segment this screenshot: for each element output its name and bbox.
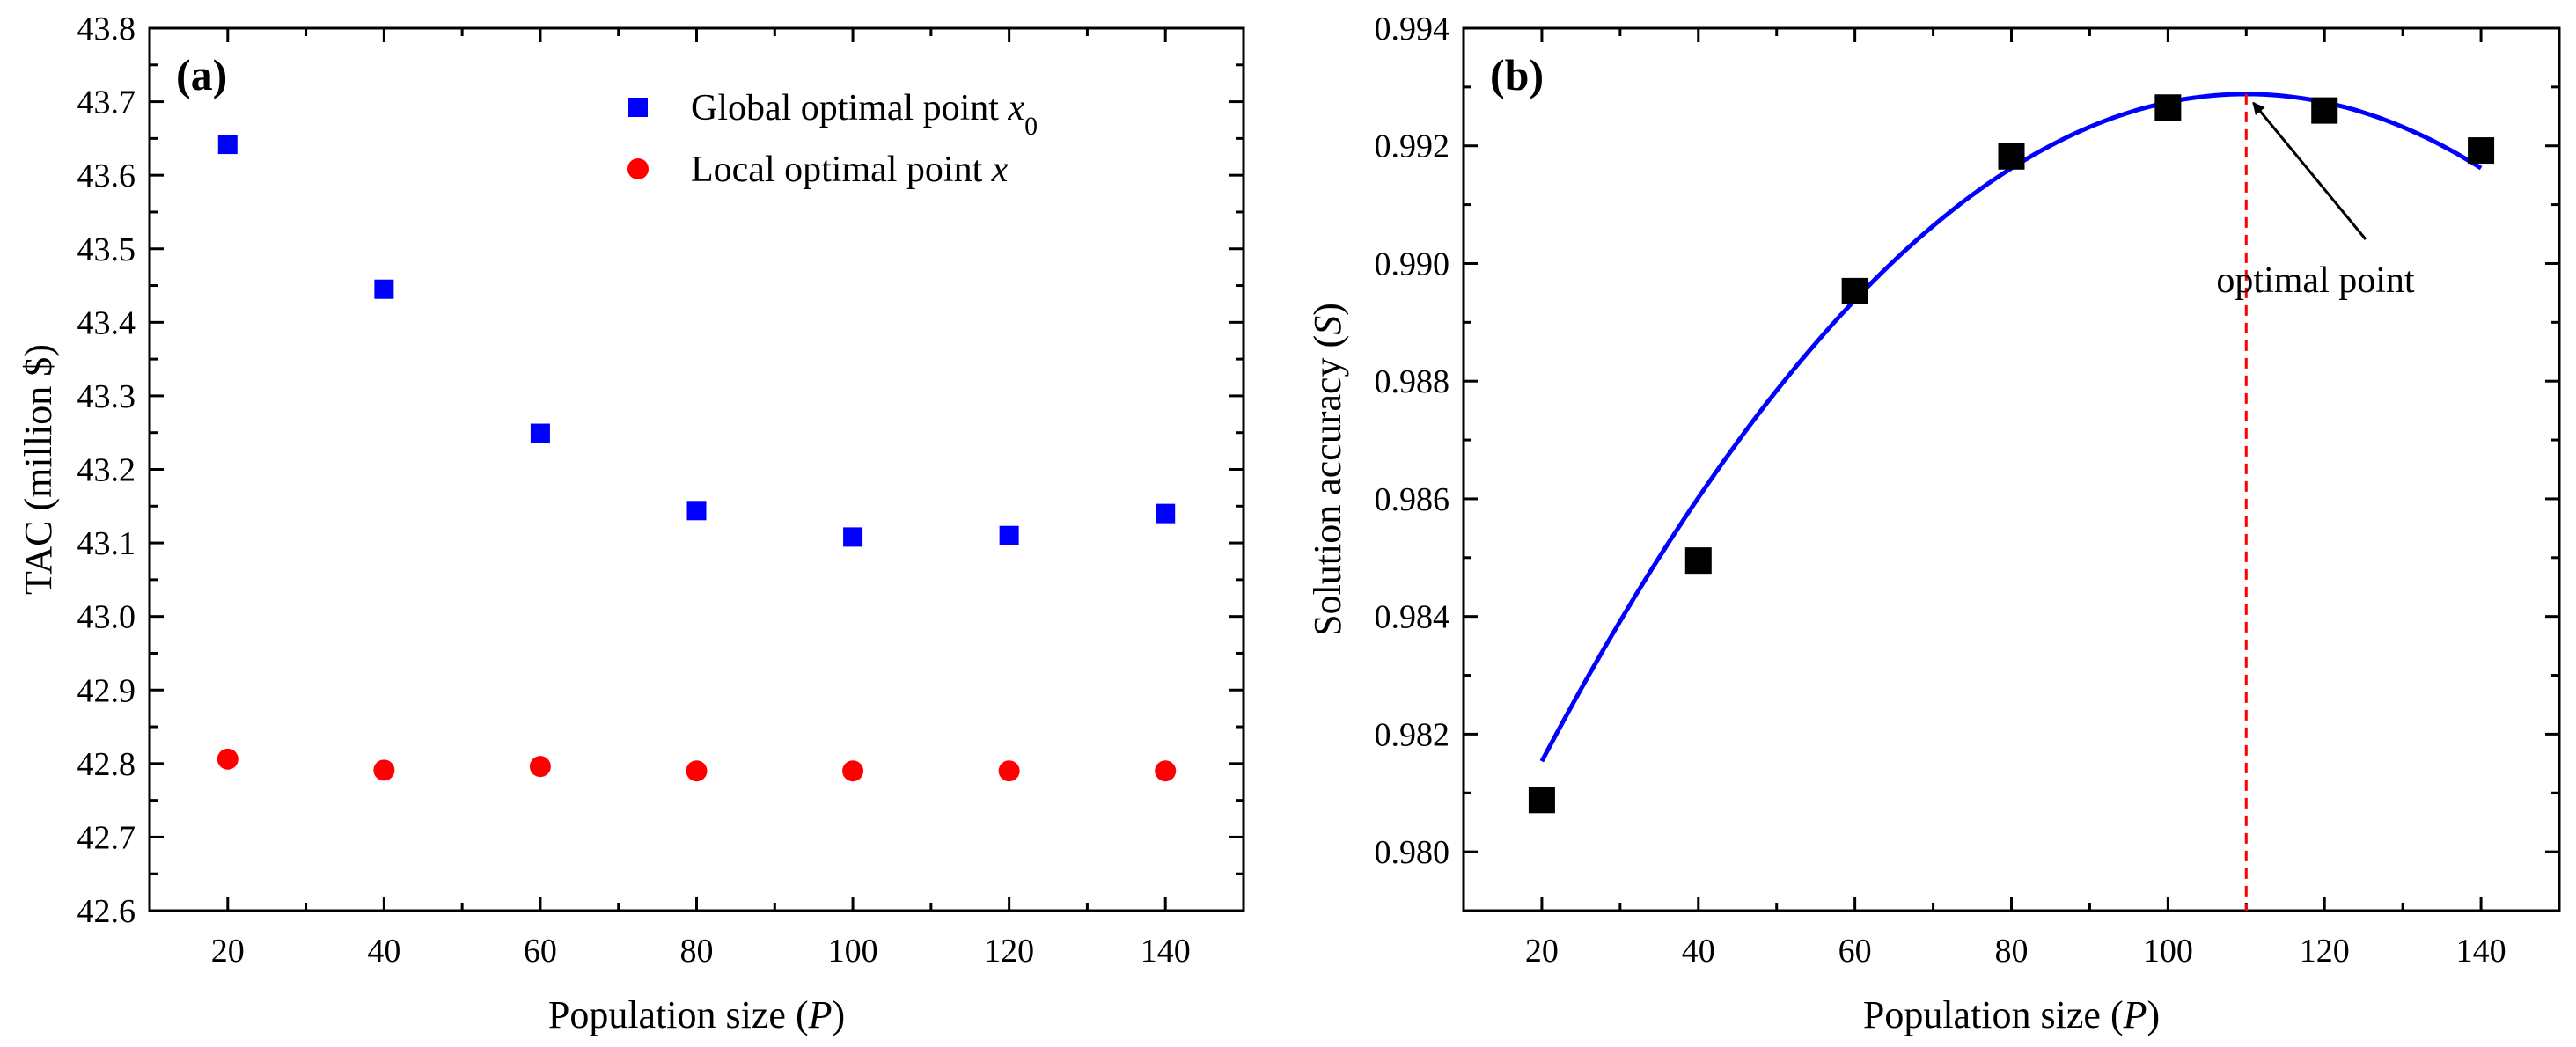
x-tick-label: 120 (2300, 933, 2350, 970)
data-point-square (217, 135, 238, 155)
y-tick-label: 43.6 (77, 157, 136, 194)
data-point-square (1156, 503, 1176, 524)
legend-entry-label: Global optimal point x0 (691, 88, 1038, 141)
y-tick-label: 43.3 (77, 378, 136, 415)
data-point-square (843, 527, 863, 547)
x-tick-label: 20 (1525, 933, 1559, 970)
y-tick-label: 43.7 (77, 84, 136, 121)
data-point-circle (998, 760, 1020, 782)
panel-label: (b) (1490, 50, 1544, 99)
data-point-circle (217, 748, 239, 770)
y-tick-label: 42.8 (77, 746, 136, 783)
x-tick-label: 140 (1141, 933, 1191, 970)
y-tick-label: 43.0 (77, 599, 136, 636)
annotation-text: optimal point (2216, 260, 2414, 301)
y-tick-label: 0.980 (1375, 834, 1450, 871)
data-point-square (2154, 94, 2182, 121)
y-tick-label: 43.5 (77, 231, 136, 268)
y-tick-label: 43.4 (77, 304, 136, 341)
data-point-square (374, 279, 394, 299)
data-point-square (1841, 277, 1868, 304)
y-tick-label: 43.8 (77, 11, 136, 48)
x-tick-label: 40 (367, 933, 400, 970)
data-point-circle (1155, 760, 1177, 782)
legend-entry-label: Local optimal point x (691, 150, 1009, 190)
y-tick-label: 43.1 (77, 525, 136, 562)
data-point-square (2468, 137, 2495, 165)
x-tick-label: 120 (984, 933, 1034, 970)
chart-panel-a: 20 40 60 80 100 120 140 42.6 42.7 42.8 42.9 43.0 43.… (17, 11, 1245, 1036)
x-tick-label: 100 (828, 933, 878, 970)
panel-label: (a) (176, 50, 227, 99)
fit-curve (1539, 92, 2483, 763)
data-point-square (686, 501, 707, 521)
y-tick-label: 0.984 (1375, 599, 1450, 636)
y-tick-label: 42.9 (77, 672, 136, 709)
x-tick-label: 80 (1995, 933, 2029, 970)
data-point-square (999, 525, 1019, 545)
legend-marker-square (628, 98, 648, 117)
x-tick-label: 60 (1838, 933, 1872, 970)
data-point-circle (529, 756, 551, 778)
y-tick-label: 0.994 (1375, 11, 1450, 48)
x-axis-label: Population size (P) (548, 993, 845, 1036)
data-point-square (1528, 787, 1555, 814)
y-tick-label: 43.2 (77, 452, 136, 489)
x-tick-label: 60 (524, 933, 557, 970)
x-tick-label: 40 (1682, 933, 1715, 970)
data-point-circle (373, 759, 395, 781)
x-tick-label: 20 (211, 933, 245, 970)
x-axis-label: Population size (P) (1863, 993, 2160, 1036)
data-point-square (530, 423, 550, 443)
y-axis-label: Solution accuracy (S) (1306, 303, 1349, 636)
y-tick-label: 0.990 (1375, 245, 1450, 282)
chart-panel-b: 20 40 60 80 100 120 140 0.980 0.982 0.984 0.986 0.9… (1306, 11, 2561, 1036)
y-axis-label: TAC (million $) (17, 344, 60, 595)
y-tick-label: 0.988 (1375, 363, 1450, 400)
data-point-square (1684, 547, 1712, 575)
data-point-circle (686, 760, 708, 782)
y-tick-label: 42.7 (77, 819, 136, 856)
x-tick-label: 80 (680, 933, 714, 970)
y-tick-label: 42.6 (77, 893, 136, 930)
annotation-arrow (2252, 101, 2367, 240)
y-tick-label: 0.986 (1375, 481, 1450, 518)
y-tick-label: 0.992 (1375, 128, 1450, 165)
y-tick-label: 0.982 (1375, 716, 1450, 753)
data-point-square (2311, 97, 2338, 124)
data-point-circle (842, 760, 864, 782)
legend-marker-circle (627, 158, 649, 179)
x-tick-label: 100 (2143, 933, 2193, 970)
x-tick-label: 140 (2456, 933, 2506, 970)
data-point-square (1998, 143, 2025, 170)
